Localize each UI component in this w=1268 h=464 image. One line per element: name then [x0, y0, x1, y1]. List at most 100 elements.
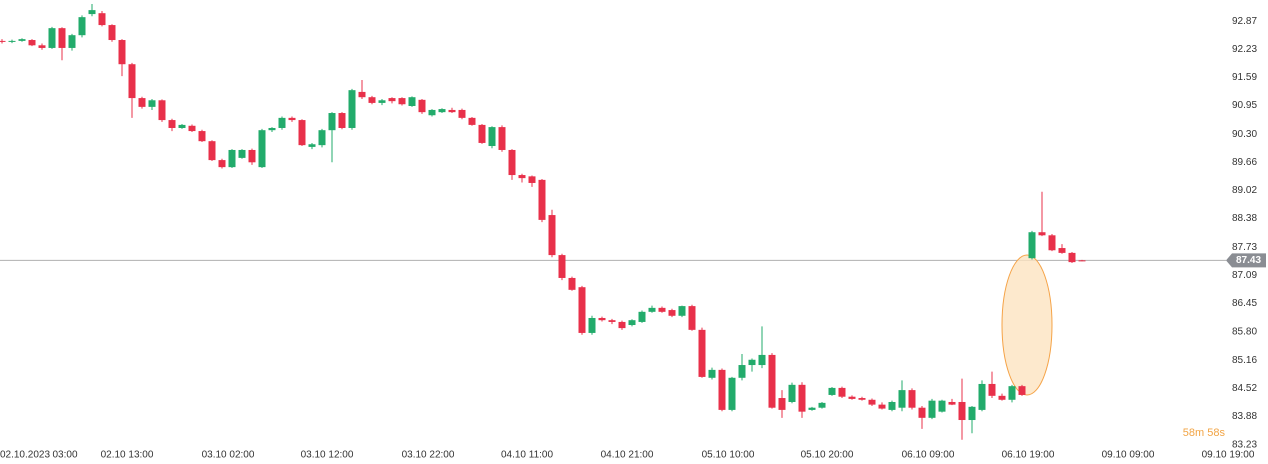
y-tick-label: 92.23	[1232, 44, 1257, 55]
candle-body	[398, 98, 406, 105]
candle-body	[128, 64, 136, 99]
candle-body	[588, 317, 596, 333]
candle-body	[178, 124, 186, 128]
candle-body	[1018, 386, 1026, 395]
candle-body	[28, 40, 36, 46]
candle-body	[218, 160, 226, 168]
candle-body	[538, 179, 546, 220]
x-tick-label: 03.10 12:00	[301, 450, 354, 461]
candle-body	[8, 40, 16, 42]
candle-body	[708, 369, 716, 378]
x-tick-label: 05.10 10:00	[702, 450, 755, 461]
candle-body	[758, 354, 766, 366]
candle-body	[828, 387, 836, 395]
candle-body	[488, 127, 496, 147]
candle-body	[108, 25, 116, 41]
candle-body	[298, 120, 306, 146]
y-tick-label: 85.16	[1232, 355, 1257, 366]
candle-body	[288, 117, 296, 121]
candle-body	[1048, 235, 1056, 251]
candle-body	[998, 395, 1006, 400]
x-tick-label: 03.10 02:00	[202, 450, 255, 461]
candle-body	[678, 306, 686, 316]
candle-body	[558, 255, 566, 278]
candle-body	[938, 400, 946, 412]
candle-body	[948, 401, 956, 405]
candle-body	[188, 125, 196, 132]
candle-body	[408, 97, 416, 106]
x-tick-label: 04.10 21:00	[601, 450, 654, 461]
candle-body	[148, 100, 156, 107]
x-tick-label: 02.10.2023	[0, 450, 50, 461]
candle-body	[368, 97, 376, 103]
x-tick-label: 02.10 13:00	[101, 450, 154, 461]
candle-body	[768, 354, 776, 408]
candle-body	[968, 406, 976, 421]
candle-body	[1078, 260, 1086, 262]
candle-body	[238, 149, 246, 158]
candle-body	[418, 99, 426, 113]
candle-body	[448, 109, 456, 113]
candle-body	[378, 100, 386, 103]
candle-body	[878, 404, 886, 409]
last-price-label: 87.43	[1236, 255, 1261, 266]
candle-body	[1068, 252, 1076, 263]
candle-body	[88, 10, 96, 15]
candle-body	[1028, 232, 1036, 259]
candle-body	[918, 407, 926, 418]
candle-body	[318, 130, 326, 146]
candle-body	[498, 127, 506, 150]
x-tick-label: 06.10 09:00	[902, 450, 955, 461]
candle-body	[958, 401, 966, 421]
candle-body	[858, 398, 866, 400]
x-tick-label: 04.10 11:00	[501, 450, 554, 461]
candle-body	[18, 39, 26, 41]
y-tick-label: 84.52	[1232, 383, 1257, 394]
candle-body	[848, 396, 856, 399]
candle-body	[608, 320, 616, 322]
candle-body	[988, 383, 996, 396]
candle-body	[258, 130, 266, 168]
candle-body	[718, 369, 726, 410]
candle-body	[798, 384, 806, 412]
candle-body	[778, 398, 786, 410]
x-tick-label: 05.10 20:00	[801, 450, 854, 461]
x-tick-label: 06.10 19:00	[1002, 450, 1055, 461]
candle-body	[478, 124, 486, 143]
y-tick-label: 90.95	[1232, 100, 1257, 111]
candle-body	[358, 91, 366, 98]
y-tick-label: 90.30	[1232, 129, 1257, 140]
countdown: 58m 58s	[1183, 427, 1226, 439]
candle-body	[158, 100, 166, 121]
candle-body	[1038, 232, 1046, 236]
candle-body	[548, 215, 556, 256]
candle-body	[278, 117, 286, 128]
y-tick-label: 86.45	[1232, 298, 1257, 309]
candle-body	[58, 28, 66, 48]
candle-body	[618, 321, 626, 329]
y-tick-label: 89.66	[1232, 157, 1257, 168]
y-tick-label: 92.87	[1232, 16, 1257, 27]
y-tick-label: 89.02	[1232, 185, 1257, 196]
candle-body	[638, 311, 646, 322]
candle-body	[628, 320, 636, 326]
candle-body	[928, 400, 936, 418]
candle-body	[198, 131, 206, 142]
candle-body	[838, 387, 846, 397]
candle-body	[348, 90, 356, 128]
candle-body	[1058, 248, 1066, 253]
candle-body	[468, 117, 476, 125]
candle-body	[748, 359, 756, 366]
candle-body	[228, 149, 236, 168]
candle-body	[668, 310, 676, 316]
candle-body	[688, 306, 696, 330]
candle-body	[98, 13, 106, 26]
candle-body	[68, 35, 76, 48]
last-price-tag	[1226, 253, 1266, 268]
candle-body	[168, 120, 176, 128]
candle-body	[578, 287, 586, 333]
y-tick-label: 83.23	[1232, 440, 1257, 451]
x-tick-label: 09.10 09:00	[1102, 450, 1155, 461]
